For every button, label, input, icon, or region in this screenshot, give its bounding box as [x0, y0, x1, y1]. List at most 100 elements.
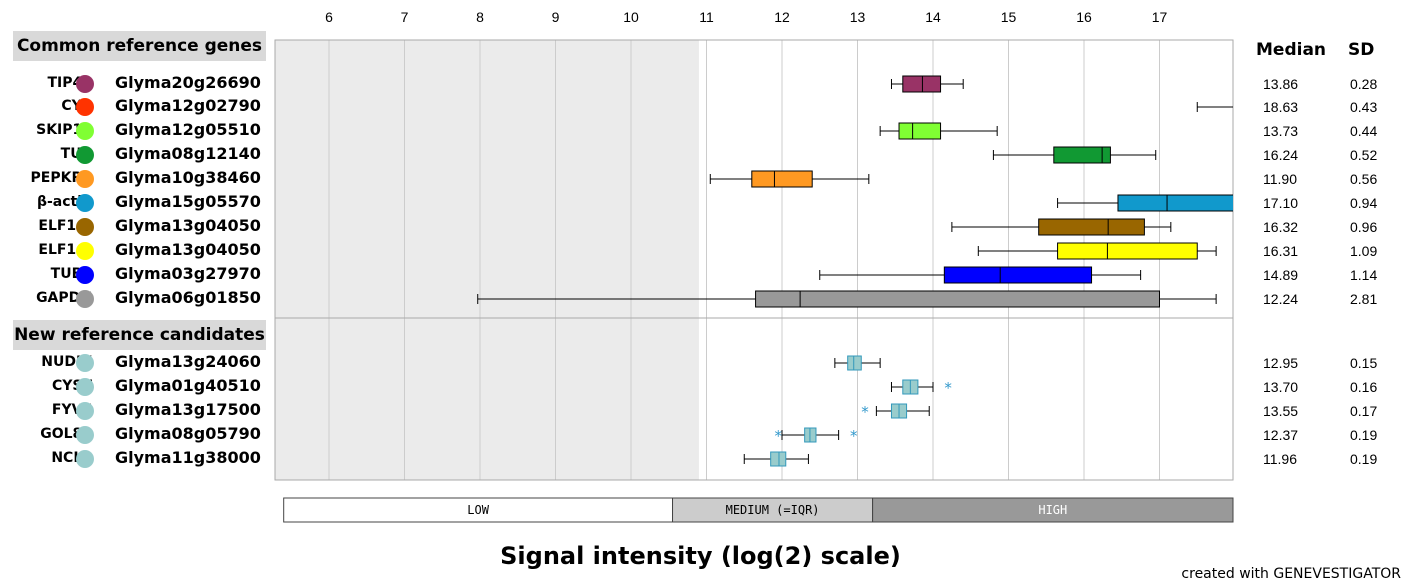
- color-dot-icon: [76, 378, 94, 396]
- box-iqr: [770, 451, 787, 467]
- section-header: New reference candidates: [13, 320, 266, 350]
- gene-id: Glyma06g01850: [115, 288, 261, 307]
- gene-row: NCL1 Glyma11g38000: [0, 448, 270, 470]
- box-iqr: [751, 170, 813, 188]
- x-tick-label: 15: [1001, 9, 1017, 25]
- outlier-marker: *: [944, 379, 952, 397]
- gene-id: Glyma11g38000: [115, 448, 261, 467]
- box-iqr: [902, 75, 942, 93]
- sd-value: 0.15: [1350, 355, 1378, 371]
- x-axis-label: Signal intensity (log(2) scale): [500, 542, 901, 570]
- gene-row: ELF1-β Glyma13g04050: [0, 216, 270, 238]
- box-iqr: [755, 290, 1160, 308]
- low-region-shade: [275, 40, 699, 480]
- gene-row: β-actin Glyma15g05570: [0, 192, 270, 214]
- outlier-marker: *: [850, 427, 858, 445]
- median-value: 16.32: [1263, 219, 1299, 235]
- gene-id: Glyma12g02790: [115, 96, 261, 115]
- gene-row: TIP41 Glyma20g26690: [0, 73, 270, 95]
- gene-id: Glyma13g17500: [115, 400, 261, 419]
- x-tick-label: 9: [552, 9, 560, 25]
- gene-id: Glyma13g04050: [115, 216, 261, 235]
- gene-row: NUDIX Glyma13g24060: [0, 352, 270, 374]
- gene-id: Glyma13g04050: [115, 240, 261, 259]
- sd-value: 2.81: [1350, 291, 1378, 307]
- median-value: 11.90: [1263, 171, 1297, 187]
- box-iqr: [943, 266, 1093, 284]
- median-value: 13.73: [1263, 123, 1299, 139]
- plot-frame: [274, 39, 1234, 481]
- box-iqr: [898, 122, 942, 140]
- gene-row: CYST Glyma01g40510: [0, 376, 270, 398]
- sd-value: 0.96: [1350, 219, 1378, 235]
- sd-value: 0.28: [1350, 76, 1378, 92]
- x-tick-label: 8: [476, 9, 484, 25]
- gene-row: TUAGlyma08g12140: [0, 144, 270, 166]
- median-column-header: Median: [1256, 40, 1327, 60]
- gene-id: Glyma10g38460: [115, 168, 261, 187]
- gene-row: CYPGlyma12g02790: [0, 96, 270, 118]
- color-dot-icon: [76, 266, 94, 284]
- outlier-marker: *: [861, 403, 869, 421]
- sd-value: 0.43: [1350, 99, 1378, 115]
- gene-row: ELF1-β Glyma13g04050: [0, 240, 270, 262]
- box-iqr: [1053, 146, 1111, 164]
- sd-value: 0.19: [1350, 427, 1378, 443]
- gene-row: TUB4 Glyma03g27970: [0, 264, 270, 286]
- intensity-band-label: MEDIUM (=IQR): [726, 503, 820, 517]
- intensity-band: [672, 497, 874, 523]
- box-iqr: [1038, 218, 1145, 236]
- median-value: 14.89: [1263, 267, 1299, 283]
- median-value: 18.63: [1263, 99, 1299, 115]
- sd-column-header: SD: [1348, 40, 1375, 60]
- x-tick-label: 12: [774, 9, 790, 25]
- gene-id: Glyma15g05570: [115, 192, 261, 211]
- gene-id: Glyma13g24060: [115, 352, 261, 371]
- color-dot-icon: [76, 354, 94, 372]
- median-value: 17.10: [1263, 195, 1299, 211]
- sd-value: 0.52: [1350, 147, 1378, 163]
- color-dot-icon: [76, 290, 94, 308]
- color-dot-icon: [76, 242, 94, 260]
- median-value: 12.95: [1263, 355, 1299, 371]
- color-dot-icon: [76, 194, 94, 212]
- sd-value: 1.09: [1350, 243, 1378, 259]
- x-tick-label: 13: [850, 9, 866, 25]
- gene-row: GOL84 Glyma08g05790: [0, 424, 270, 446]
- gene-id: Glyma03g27970: [115, 264, 261, 283]
- sd-value: 0.44: [1350, 123, 1378, 139]
- sd-value: 0.16: [1350, 379, 1378, 395]
- sd-value: 0.56: [1350, 171, 1378, 187]
- sd-value: 0.94: [1350, 195, 1378, 211]
- box-iqr: [1057, 242, 1198, 260]
- color-dot-icon: [76, 402, 94, 420]
- gene-id: Glyma20g26690: [115, 73, 261, 92]
- x-tick-label: 7: [401, 9, 409, 25]
- color-dot-icon: [76, 450, 94, 468]
- section-header: Common reference genes: [13, 31, 266, 61]
- intensity-band: [872, 497, 1234, 523]
- box-iqr: [1117, 194, 1233, 212]
- sd-value: 0.19: [1350, 451, 1378, 467]
- gene-row: GAPDH Glyma06g01850: [0, 288, 270, 310]
- color-dot-icon: [76, 122, 94, 140]
- color-dot-icon: [76, 146, 94, 164]
- color-dot-icon: [76, 98, 94, 116]
- gene-id: Glyma08g12140: [115, 144, 261, 163]
- x-tick-label: 11: [699, 9, 714, 25]
- median-value: 11.96: [1263, 451, 1297, 467]
- outlier-marker: *: [774, 427, 782, 445]
- x-tick-label: 17: [1152, 9, 1168, 25]
- median-value: 13.86: [1263, 76, 1299, 92]
- color-dot-icon: [76, 75, 94, 93]
- gene-row: PEPKR1 Glyma10g38460: [0, 168, 270, 190]
- credit-text: created with GENEVESTIGATOR: [1181, 566, 1401, 582]
- gene-row: SKIP16 Glyma12g05510: [0, 120, 270, 142]
- gene-id: Glyma12g05510: [115, 120, 261, 139]
- color-dot-icon: [76, 426, 94, 444]
- color-dot-icon: [76, 170, 94, 188]
- median-value: 13.55: [1263, 403, 1299, 419]
- x-tick-label: 16: [1076, 9, 1092, 25]
